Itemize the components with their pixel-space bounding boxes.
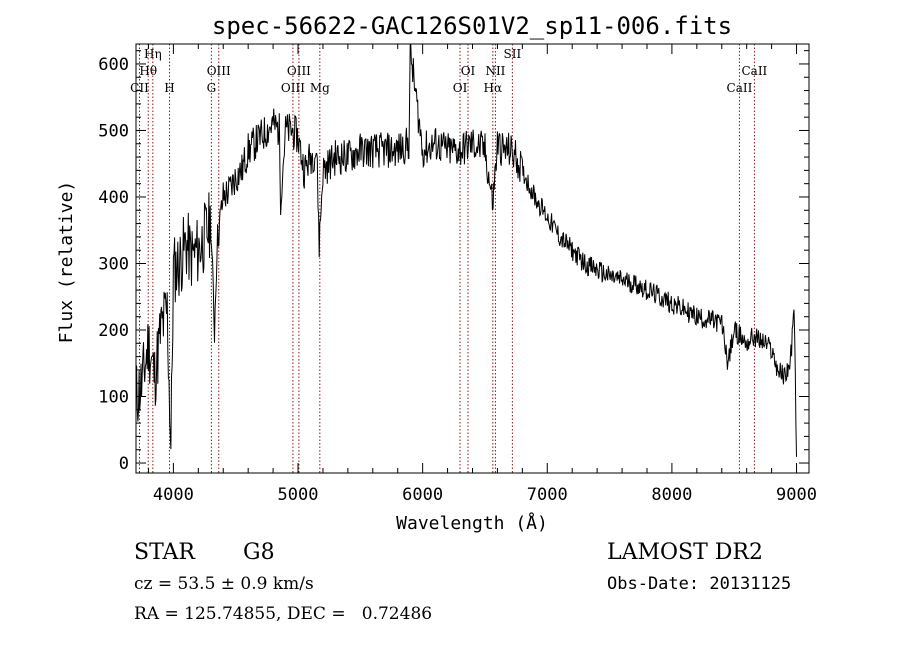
line-label-0: CII [130,81,149,95]
line-label-1: Hθ [139,64,157,78]
line-label-6: OIII [281,81,305,95]
survey-name: LAMOST DR2 [607,540,763,565]
object-class: STAR [134,540,195,565]
line-label-3: H [164,81,174,95]
y-tick-label-0: 0 [119,454,129,474]
spectral-line-labels: CII Hθ Hη H G OIII OIII OIII Mg OI OI Hα NII SII CaII C… [130,47,767,95]
x-tick-label-4: 8000 [651,485,692,505]
y-tick-label-4: 400 [98,188,129,208]
obs-date-line: Obs-Date: 20131125 [607,574,792,594]
x-tick-label-3: 7000 [527,485,568,505]
coordinates-line: RA = 125.74855, DEC = 0.72486 [134,604,433,624]
spectrum-series-line [135,43,797,457]
line-label-10: OI [461,64,476,78]
x-tick-label-5: 9000 [776,485,817,505]
line-label-7: OIII [287,64,311,78]
line-label-4: G [207,81,217,95]
line-label-15: CaII [741,64,767,78]
line-label-5: OIII [207,64,231,78]
line-label-13: SII [504,47,522,61]
redshift-line: cz = 53.5 ± 0.9 km/s [134,574,314,594]
x-tick-label-1: 5000 [278,485,319,505]
line-label-14: CaII [727,81,753,95]
y-axis-label: Flux (relative) [56,181,77,344]
x-tick-label-2: 6000 [402,485,443,505]
line-label-8: Mg [310,81,330,95]
y-tick-label-3: 300 [98,254,129,274]
y-tick-label-1: 100 [98,388,129,408]
x-axis: 4000 5000 6000 7000 8000 9000 [147,44,817,505]
object-subclass: G8 [243,540,275,565]
x-tick-label-0: 4000 [153,485,194,505]
line-label-2: Hη [144,47,162,61]
spectral-line-markers [138,44,755,473]
line-label-11: Hα [484,81,503,95]
x-axis-label: Wavelength (Å) [396,512,548,534]
plot-frame [135,43,810,474]
line-label-12: NII [485,64,505,78]
y-tick-label-6: 600 [98,55,129,75]
y-axis: 0 100 200 300 400 500 600 [98,50,809,474]
y-tick-label-5: 500 [98,121,129,141]
y-tick-label-2: 200 [98,321,129,341]
line-label-9: OI [453,81,468,95]
chart-title: spec-56622-GAC126S01V2_sp11-006.fits [212,12,732,40]
